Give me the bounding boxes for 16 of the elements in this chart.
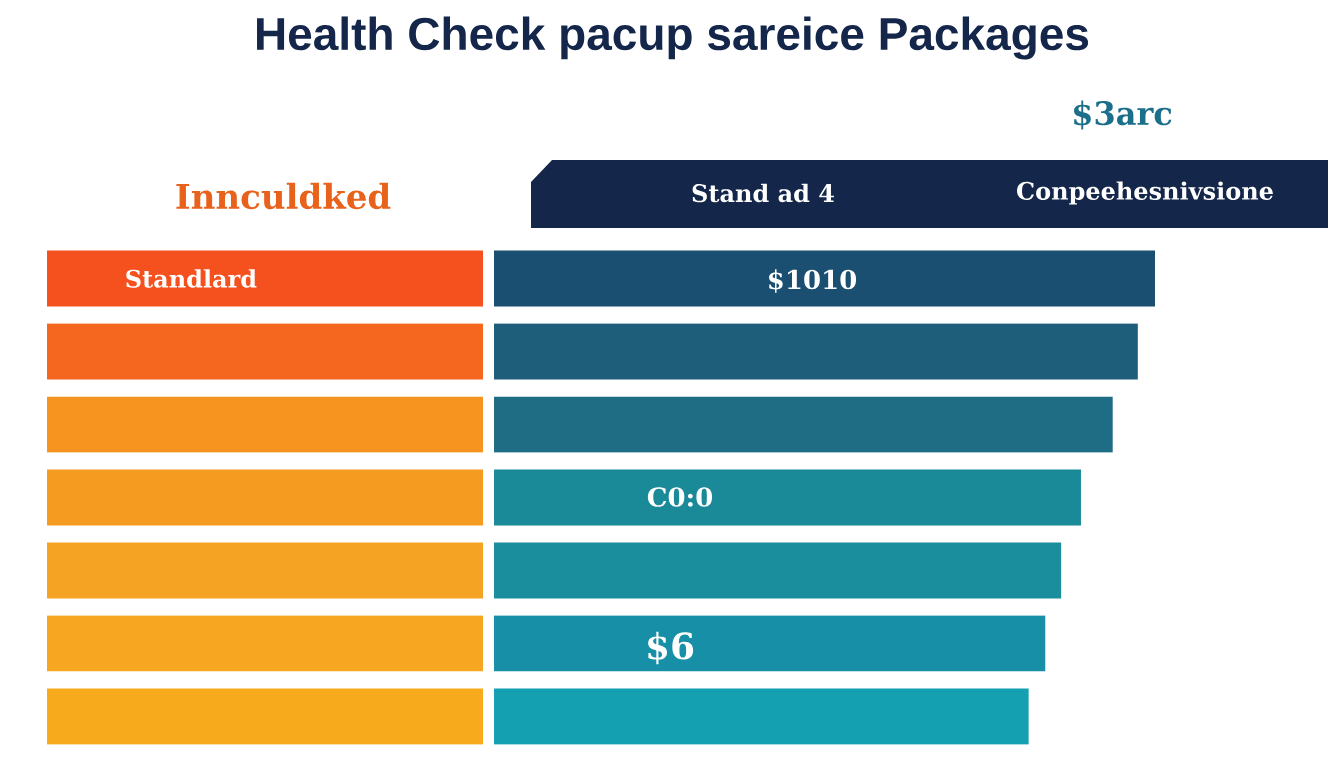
bar	[494, 396, 1113, 453]
annotation: $1010	[769, 269, 857, 293]
bar	[494, 250, 1155, 307]
text: Conpeehesnivsione	[1017, 181, 1273, 205]
text: Health Check pacup sareice Packages	[257, 16, 1089, 60]
bar	[494, 615, 1046, 672]
bar	[494, 323, 1138, 380]
annotation: C0:0	[647, 487, 713, 507]
bar	[494, 688, 1029, 745]
chart-subtitle: Innculdked	[176, 182, 391, 210]
annotation: $6	[648, 631, 694, 665]
text: Stand ad 4	[692, 183, 834, 203]
bar	[494, 469, 1081, 526]
y-tick-label: Standlard	[126, 269, 257, 288]
text: $3arc	[1074, 100, 1172, 130]
bar	[494, 542, 1062, 599]
